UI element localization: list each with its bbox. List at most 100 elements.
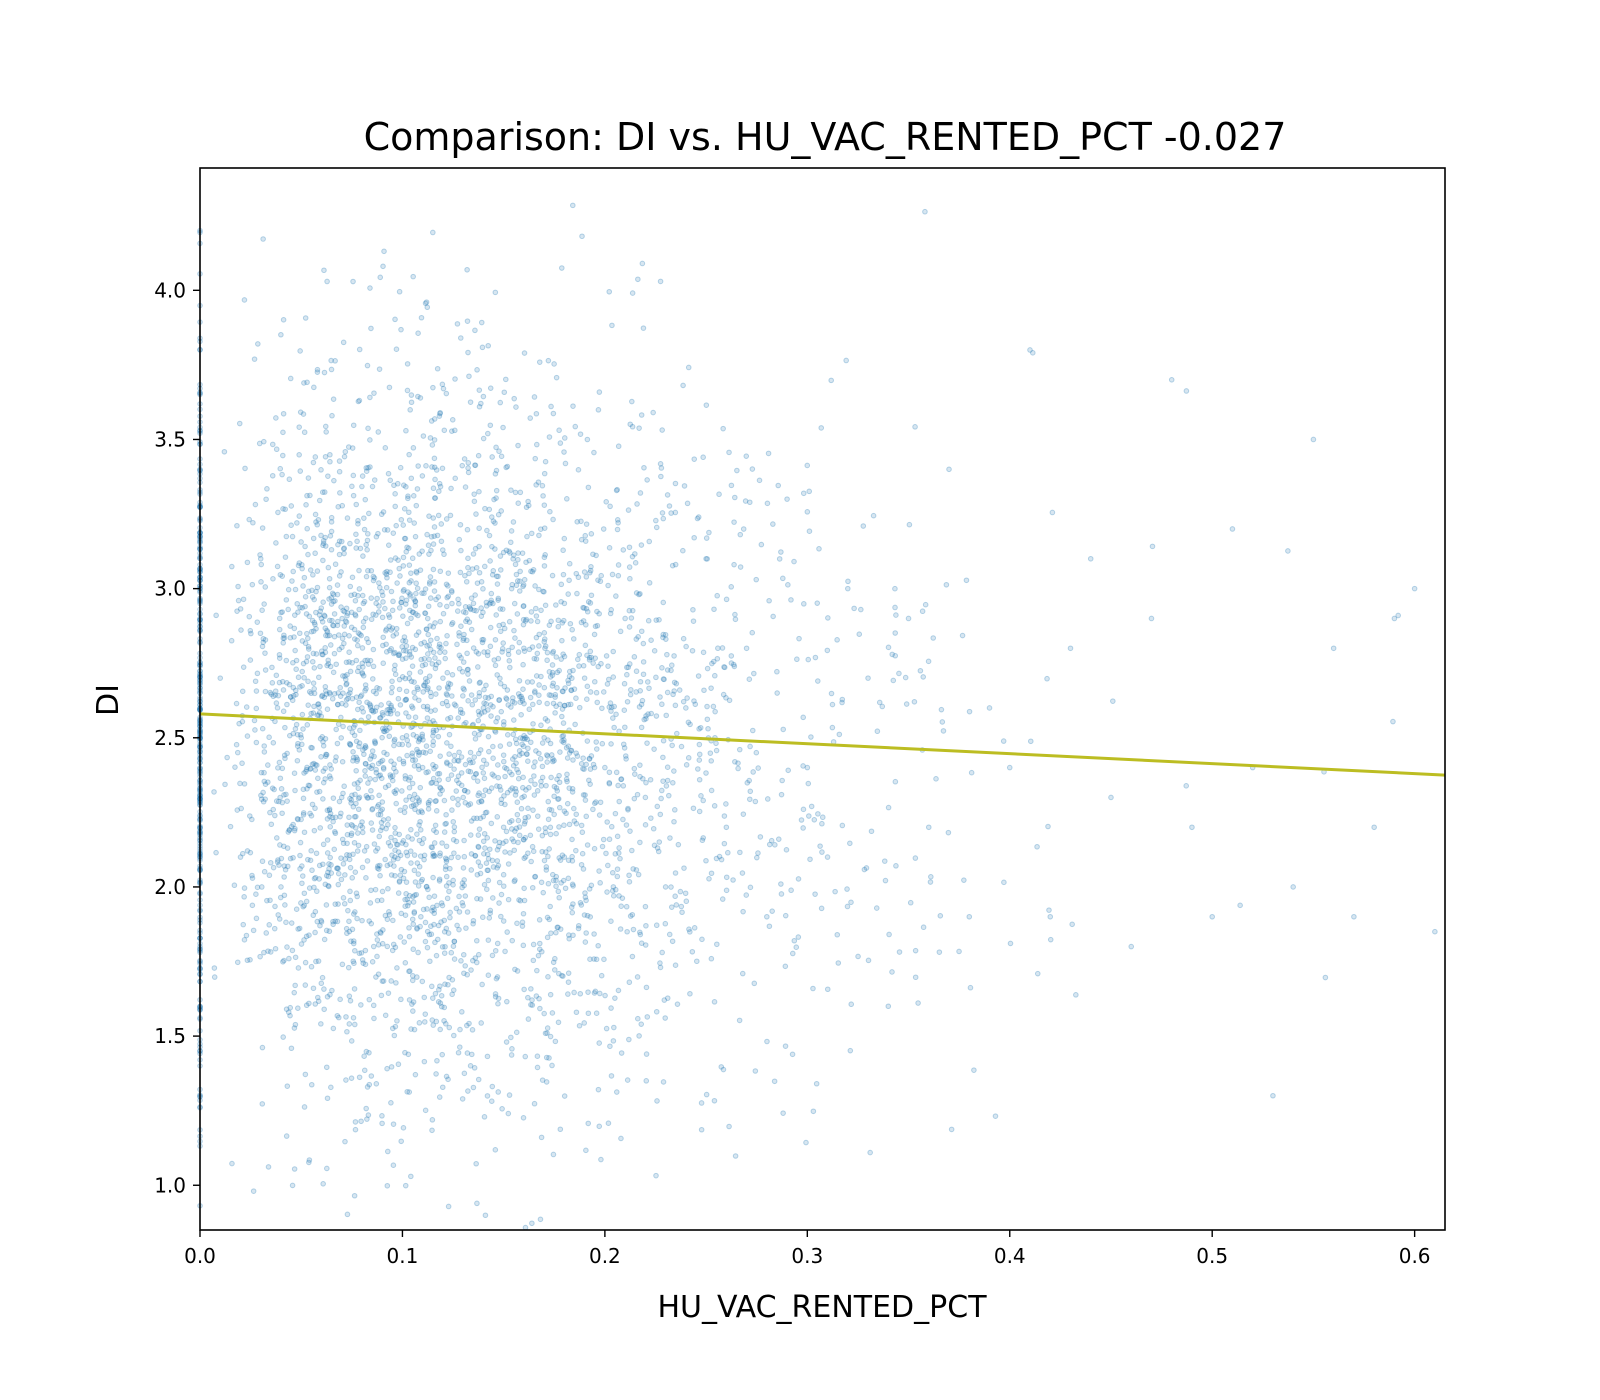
scatter-point: [240, 596, 247, 603]
scatter-point: [1001, 879, 1007, 886]
scatter-point: [615, 850, 622, 856]
scatter-point: [279, 799, 286, 806]
scatter-point: [480, 435, 487, 442]
scatter-point: [431, 907, 437, 913]
scatter-point: [539, 832, 546, 839]
scatter-point: [306, 885, 313, 891]
scatter-point: [677, 888, 684, 895]
scatter-point: [481, 1114, 488, 1120]
scatter-point: [843, 357, 849, 364]
scatter-point: [832, 888, 838, 895]
scatter-point: [408, 392, 415, 398]
scatter-point: [380, 728, 387, 735]
scatter-point: [570, 901, 576, 907]
scatter-point: [690, 618, 697, 624]
scatter-point: [296, 747, 303, 753]
scatter-point: [289, 697, 296, 704]
scatter-point: [593, 799, 599, 805]
scatter-point: [392, 316, 398, 323]
scatter-point: [517, 489, 524, 496]
scatter-point: [509, 836, 515, 842]
scatter-point: [696, 751, 703, 758]
scatter-point: [379, 940, 386, 947]
scatter-point: [575, 656, 581, 663]
scatter-point: [423, 743, 430, 749]
scatter-point: [502, 376, 509, 383]
scatter-point: [632, 560, 639, 566]
scatter-point: [464, 650, 470, 657]
scatter-point: [424, 703, 431, 710]
scatter-point: [445, 776, 452, 783]
scatter-point: [606, 769, 613, 776]
scatter-point: [370, 611, 376, 618]
scatter-point: [387, 477, 394, 484]
scatter-point: [342, 673, 348, 679]
scatter-point: [533, 605, 539, 612]
scatter-point: [384, 916, 391, 923]
scatter-point: [629, 847, 635, 854]
scatter-point: [566, 577, 572, 584]
scatter-point: [298, 941, 305, 947]
scatter-point: [593, 746, 600, 752]
scatter-point: [474, 778, 481, 784]
scatter-point: [643, 1078, 650, 1084]
scatter-point: [356, 606, 362, 613]
scatter-point: [549, 683, 556, 689]
scatter-point: [443, 856, 450, 863]
scatter-point: [448, 772, 455, 778]
scatter-point: [625, 507, 632, 513]
scatter-point: [614, 873, 621, 880]
scatter-point: [886, 931, 892, 938]
scatter-point: [486, 532, 493, 539]
scatter-point: [313, 609, 319, 616]
scatter-point: [469, 1051, 475, 1058]
scatter-point: [594, 699, 601, 706]
scatter-point: [321, 267, 327, 274]
scatter-point: [628, 615, 635, 621]
scatter-point: [304, 654, 311, 660]
scatter-point: [555, 888, 562, 895]
scatter-point: [387, 569, 393, 576]
scatter-point: [457, 335, 464, 341]
scatter-point: [477, 679, 483, 686]
scatter-point: [358, 950, 365, 956]
scatter-point: [485, 430, 491, 437]
scatter-point: [538, 879, 545, 886]
scatter-point: [628, 686, 634, 693]
scatter-point: [338, 855, 344, 861]
scatter-point: [614, 486, 620, 493]
scatter-point: [671, 818, 677, 825]
scatter-point: [338, 735, 345, 741]
scatter-point: [289, 947, 296, 954]
scatter-point: [601, 956, 607, 963]
scatter-point: [498, 891, 505, 898]
scatter-point: [496, 843, 502, 850]
scatter-point: [539, 1077, 546, 1083]
scatter-point: [549, 669, 556, 676]
scatter-point: [533, 656, 540, 662]
scatter-point: [500, 424, 506, 431]
scatter-point: [673, 902, 680, 908]
scatter-point: [711, 606, 717, 613]
scatter-point: [697, 724, 704, 731]
scatter-point: [810, 1108, 817, 1115]
scatter-point: [517, 588, 523, 594]
scatter-point: [444, 633, 450, 639]
scatter-point: [480, 813, 487, 820]
scatter-point: [217, 675, 224, 681]
scatter-point: [365, 795, 372, 801]
scatter-point: [421, 856, 427, 863]
scatter-point: [258, 561, 265, 568]
scatter-point: [274, 705, 281, 711]
scatter-point: [635, 871, 642, 878]
scatter-point: [432, 763, 439, 770]
scatter-point: [747, 788, 754, 795]
scatter-point: [734, 467, 740, 474]
scatter-point: [411, 520, 418, 526]
scatter-point: [260, 639, 267, 646]
scatter-point: [462, 484, 469, 490]
scatter-point: [520, 621, 527, 628]
scatter-point: [528, 777, 534, 784]
scatter-point: [369, 707, 376, 714]
scatter-point: [610, 715, 616, 721]
